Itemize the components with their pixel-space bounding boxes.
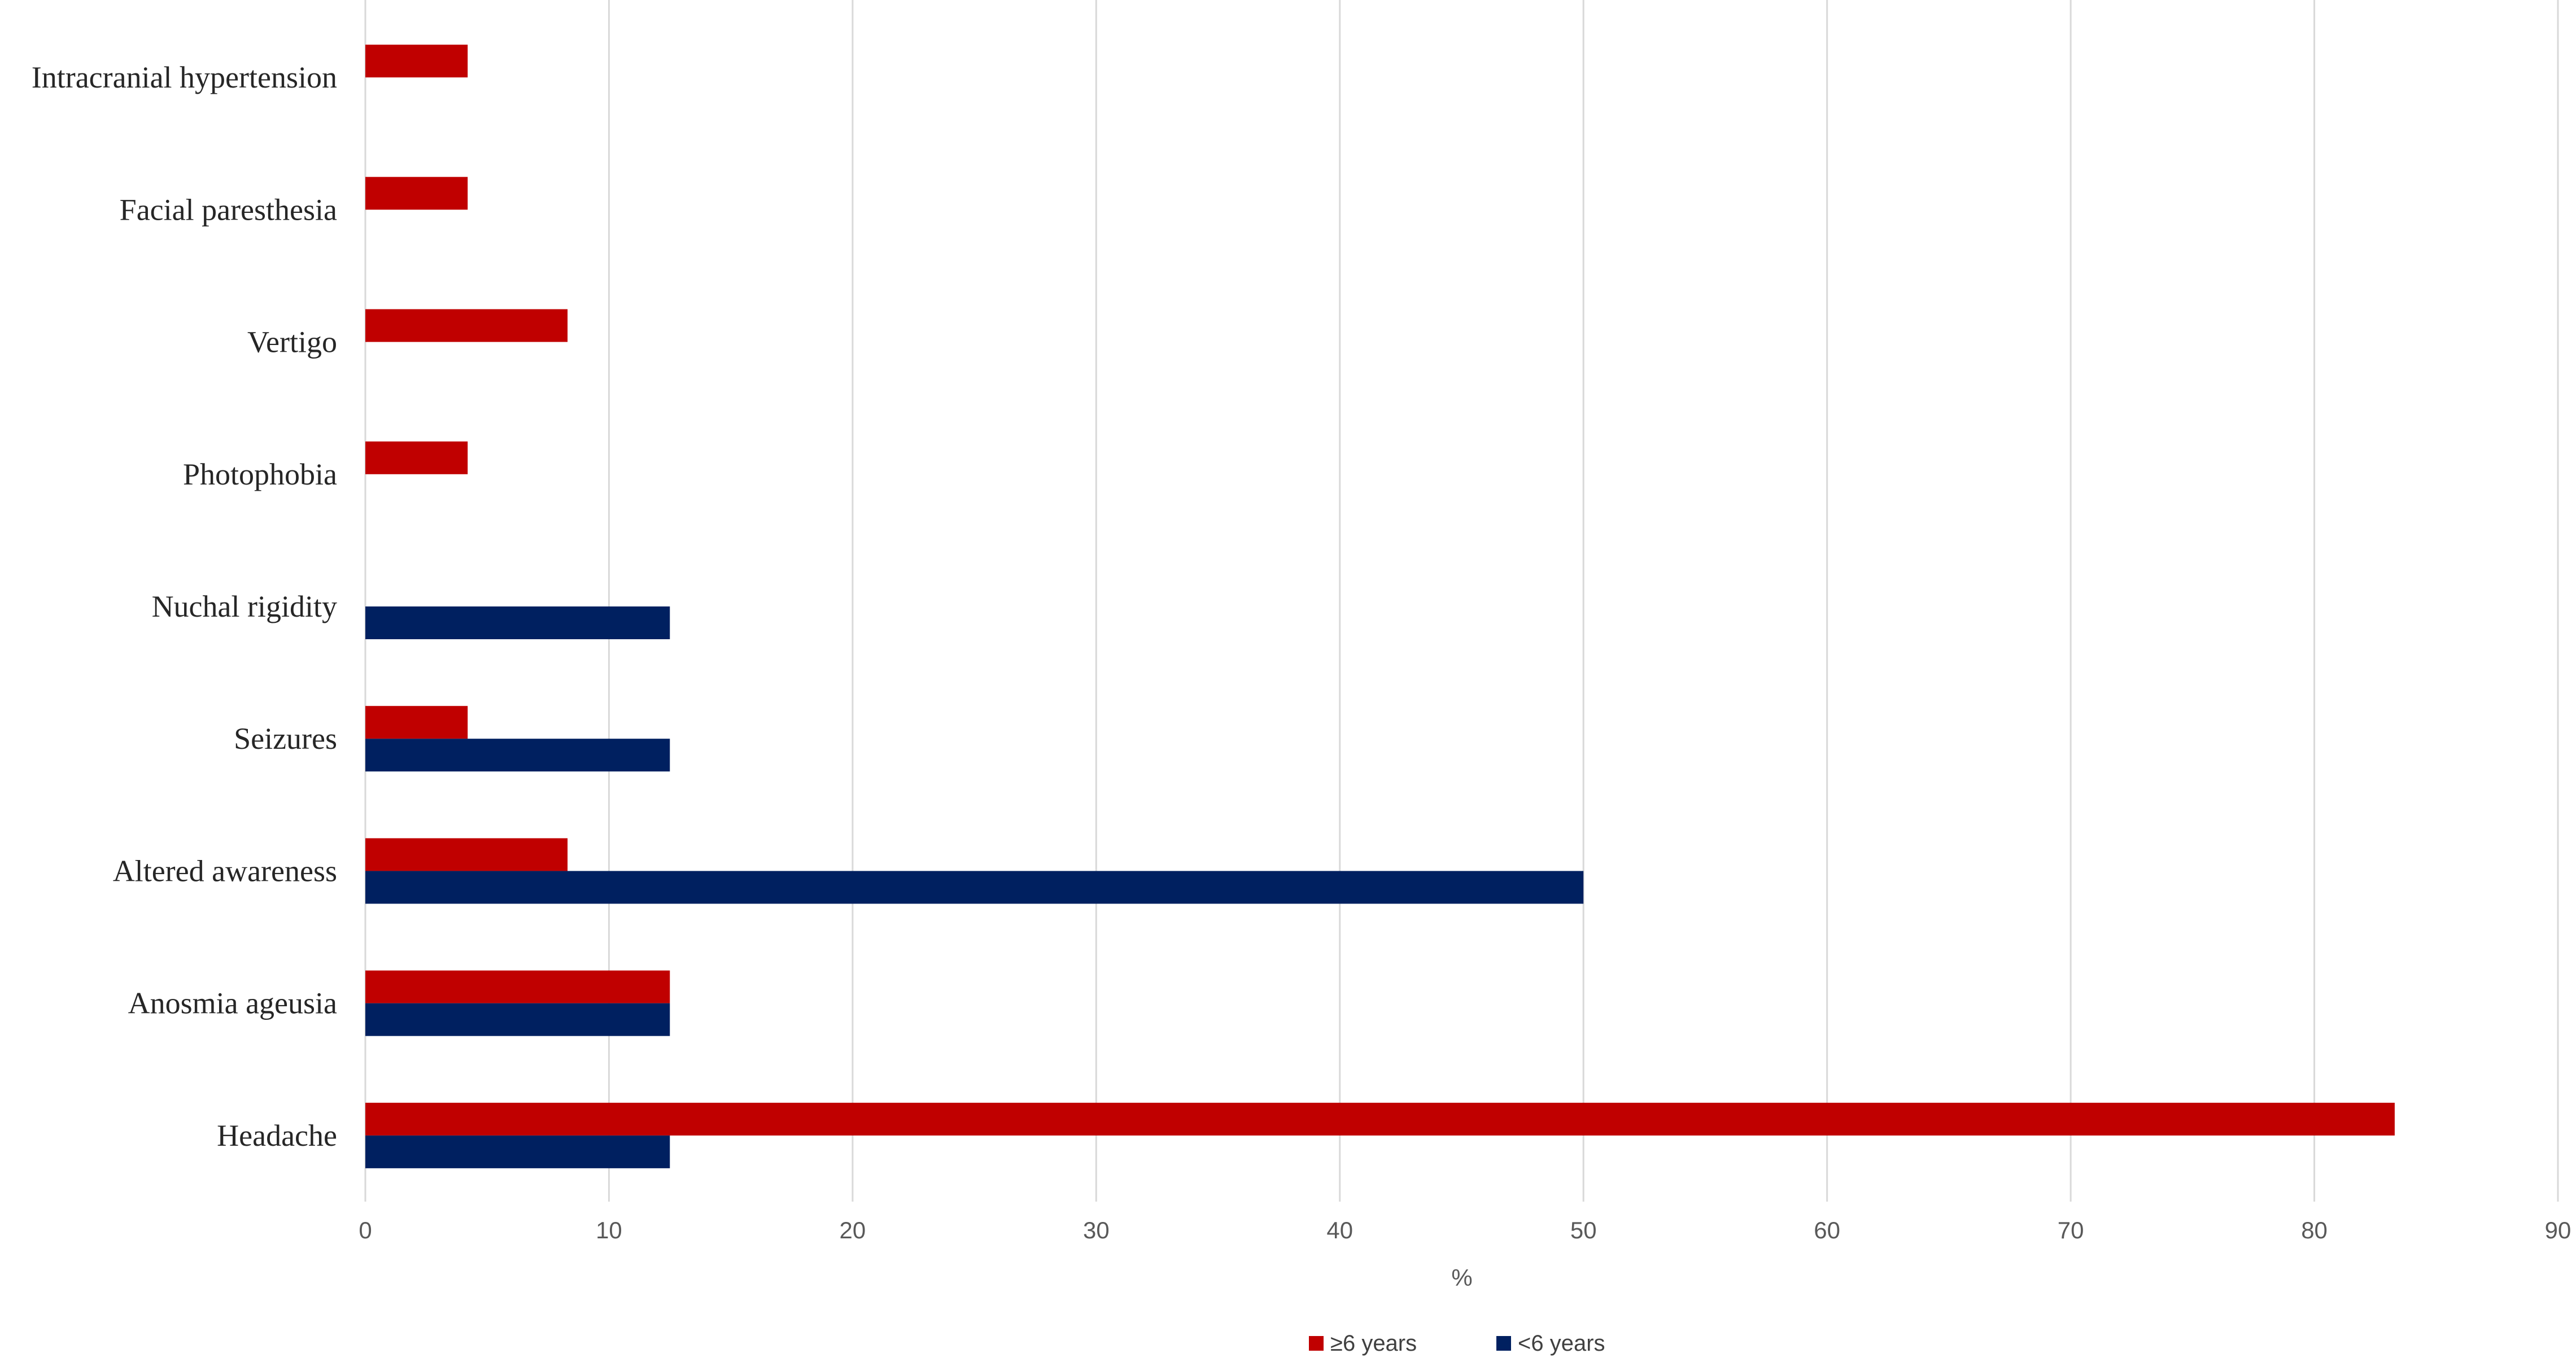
category-label: Altered awareness xyxy=(113,854,337,888)
legend-label: ≥6 years xyxy=(1330,1331,1417,1356)
category-label: Intracranial hypertension xyxy=(32,60,337,94)
bar-ge6 xyxy=(365,177,468,210)
bar-ge6 xyxy=(365,706,468,739)
x-tick-label: 30 xyxy=(1083,1217,1110,1243)
grid-layer xyxy=(364,0,2559,1202)
category-label: Facial paresthesia xyxy=(120,193,337,226)
bar-ge6 xyxy=(365,1102,2395,1136)
x-tick-label: 90 xyxy=(2545,1217,2571,1243)
legend: ≥6 years <6 years xyxy=(1309,1331,1605,1356)
bar-lt6 xyxy=(365,871,1584,904)
legend-swatch xyxy=(1496,1336,1511,1351)
legend-label: <6 years xyxy=(1518,1331,1605,1356)
x-tick-label: 60 xyxy=(1814,1217,1840,1243)
legend-swatch xyxy=(1309,1336,1324,1351)
x-tick-label: 70 xyxy=(2058,1217,2084,1243)
category-label: Seizures xyxy=(234,722,337,756)
bar-ge6 xyxy=(365,309,568,342)
x-axis-title: % xyxy=(1451,1264,1472,1291)
bar-lt6 xyxy=(365,1003,670,1036)
category-label: Nuchal rigidity xyxy=(152,590,337,623)
bar-lt6 xyxy=(365,606,670,639)
bar-ge6 xyxy=(365,838,568,871)
x-tick-label: 20 xyxy=(840,1217,866,1243)
x-tick-label: 0 xyxy=(359,1217,372,1243)
category-labels: Headache Anosmia ageusia Altered awareness… xyxy=(32,60,337,1153)
x-tick-label: 10 xyxy=(596,1217,622,1243)
category-label: Photophobia xyxy=(183,457,337,491)
bar-ge6 xyxy=(365,970,670,1003)
bar-lt6 xyxy=(365,1135,670,1168)
bar-ge6 xyxy=(365,45,468,78)
x-tick-label: 40 xyxy=(1326,1217,1353,1243)
category-label: Headache xyxy=(217,1119,337,1153)
bar-lt6 xyxy=(365,739,670,772)
bar-layer xyxy=(365,45,2395,1168)
x-tick-label: 50 xyxy=(1570,1217,1597,1243)
bar-ge6 xyxy=(365,441,468,474)
x-tick-label: 80 xyxy=(2301,1217,2328,1243)
category-label: Anosmia ageusia xyxy=(128,986,337,1020)
category-label: Vertigo xyxy=(247,325,337,359)
x-tick-labels: 0 10 20 30 40 50 60 70 80 90 xyxy=(359,1217,2571,1243)
